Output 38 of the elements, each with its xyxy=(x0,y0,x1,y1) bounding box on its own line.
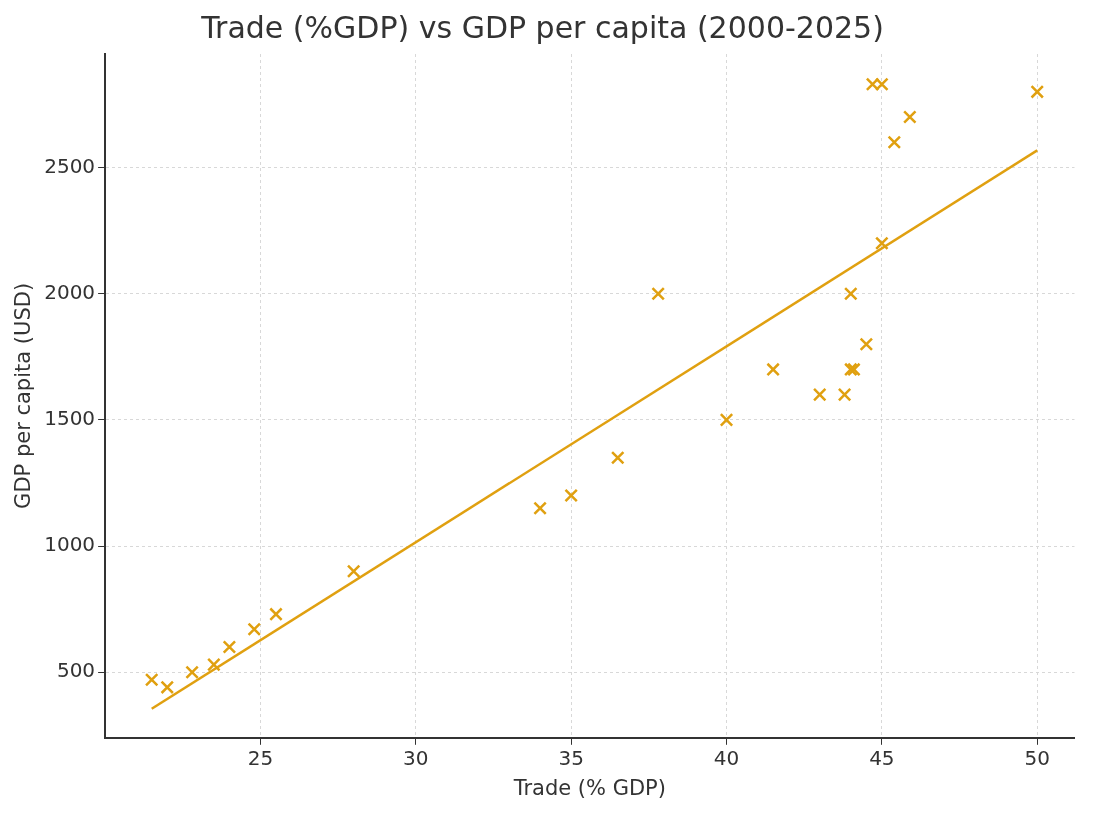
y-tick-label: 1000 xyxy=(44,532,96,557)
point xyxy=(346,564,361,579)
point xyxy=(651,286,666,301)
point xyxy=(144,672,159,687)
x-tick-label: 40 xyxy=(713,746,740,770)
chart-title: Trade (%GDP) vs GDP per capita (2000-2025) xyxy=(200,9,884,45)
y-tick-label: 2500 xyxy=(44,153,96,178)
y-tick-label: 2000 xyxy=(44,279,96,304)
x-tick-label: 50 xyxy=(1024,746,1050,770)
point xyxy=(874,236,889,251)
point xyxy=(269,607,283,622)
point xyxy=(843,286,858,301)
point xyxy=(887,135,902,150)
point xyxy=(222,640,237,654)
point xyxy=(185,665,199,680)
x-tick-label: 45 xyxy=(869,746,895,770)
y-axis-title: GDP per capita (USD) xyxy=(11,282,36,509)
point xyxy=(902,110,917,124)
point xyxy=(160,680,175,695)
point xyxy=(533,501,547,516)
point xyxy=(874,77,889,92)
point xyxy=(564,488,579,503)
point xyxy=(865,77,880,92)
x-tick-label: 35 xyxy=(558,746,584,770)
point xyxy=(719,412,734,427)
point xyxy=(837,387,852,402)
point xyxy=(812,387,827,402)
point xyxy=(766,362,781,377)
point xyxy=(1030,84,1045,99)
point xyxy=(610,450,625,465)
x-tick-label: 30 xyxy=(403,746,429,770)
x-axis-title: Trade (% GDP) xyxy=(512,775,666,800)
point xyxy=(247,622,262,637)
y-tick-label: 500 xyxy=(56,658,96,683)
x-tick-label: 25 xyxy=(247,746,274,770)
y-tick-label: 1500 xyxy=(44,406,96,431)
point xyxy=(206,657,221,672)
point xyxy=(859,337,874,352)
